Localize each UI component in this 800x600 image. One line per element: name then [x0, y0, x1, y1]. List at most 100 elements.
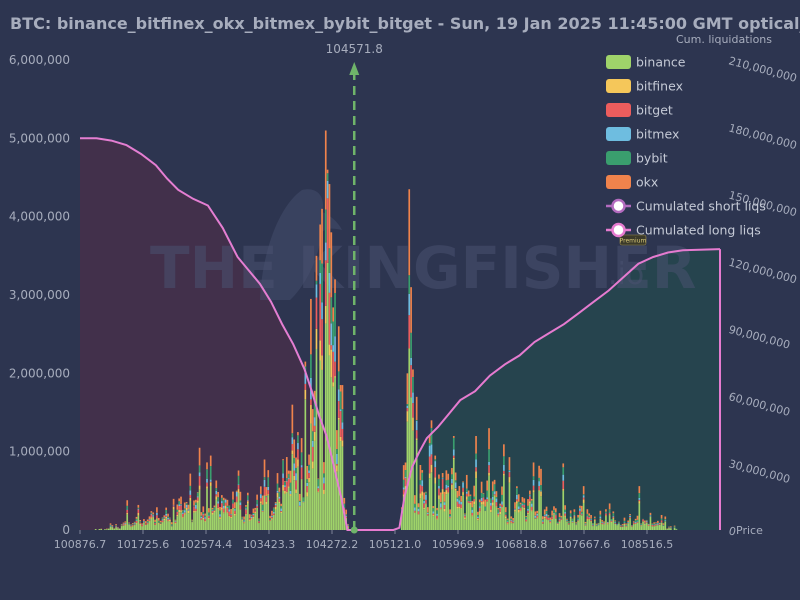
- bar-bitfinex: [540, 491, 542, 497]
- bar-bitmex: [597, 524, 600, 526]
- bar-okx: [462, 481, 464, 483]
- bar-bitfinex: [209, 482, 212, 486]
- bar-bybit: [337, 371, 340, 390]
- bar-bybit: [562, 467, 565, 475]
- bar-bitget: [471, 512, 474, 516]
- bar-bitget: [115, 526, 117, 527]
- bar-bitfinex: [150, 517, 153, 519]
- bar-bitget: [130, 525, 132, 527]
- bar-bitget: [488, 465, 490, 473]
- bar-bitmex: [337, 389, 340, 402]
- bar-bybit: [315, 280, 318, 285]
- legend-item-bitfinex: bitfinex: [606, 79, 683, 94]
- bar-bitmex: [282, 473, 284, 478]
- bar-bitfinex: [139, 523, 142, 525]
- bar-okx: [460, 495, 463, 502]
- bar-bitget: [124, 523, 127, 525]
- bar-bitget: [529, 496, 531, 502]
- bar-binance: [117, 528, 119, 530]
- bar-okx: [467, 490, 470, 497]
- bar-okx: [239, 491, 242, 501]
- bar-bitfinex: [504, 516, 507, 519]
- bar-bitfinex: [465, 496, 468, 500]
- bar-bitget: [306, 486, 309, 493]
- bar-bitget: [278, 498, 281, 502]
- bar-bybit: [208, 512, 210, 516]
- premium-badge: Premium: [620, 234, 647, 246]
- bar-binance: [246, 503, 249, 530]
- bar-bitget: [642, 519, 644, 522]
- bar-bitget: [608, 512, 611, 515]
- bar-binance: [582, 502, 585, 530]
- bar-okx: [195, 499, 197, 503]
- bar-bitget: [625, 525, 628, 527]
- bar-binance: [336, 471, 338, 530]
- bar-binance: [430, 472, 433, 530]
- bar-bybit: [597, 523, 600, 525]
- bar-bybit: [109, 524, 112, 526]
- bar-binance: [645, 522, 648, 530]
- bar-bitfinex: [536, 517, 539, 519]
- bar-bitmex: [293, 463, 296, 471]
- bar-bitfinex: [464, 517, 466, 520]
- bar-binance: [451, 489, 453, 530]
- bar-binance: [256, 507, 258, 530]
- bar-bybit: [556, 521, 559, 523]
- bar-okx: [146, 519, 149, 522]
- bar-okx: [211, 507, 214, 510]
- bar-bitget: [183, 512, 186, 514]
- bar-bitget: [148, 520, 151, 521]
- bar-binance: [195, 511, 197, 530]
- bar-bitget: [434, 467, 437, 478]
- bar-bybit: [605, 511, 607, 514]
- bar-bitmex: [182, 512, 184, 514]
- bar-binance: [169, 521, 171, 530]
- bar-bitget: [525, 519, 527, 522]
- bar-binance: [332, 386, 335, 530]
- bar-binance: [668, 528, 670, 530]
- bar-bitmex: [261, 510, 264, 511]
- bar-bitmex: [490, 502, 492, 506]
- bar-bitfinex: [230, 516, 232, 519]
- bar-bitmex: [579, 508, 581, 511]
- bar-bybit: [527, 505, 529, 509]
- bar-bitget: [445, 488, 448, 491]
- bar-binance: [503, 475, 505, 530]
- bar-bitfinex: [436, 518, 438, 520]
- bar-binance: [248, 521, 251, 530]
- bar-bitget: [193, 506, 195, 511]
- bar-okx: [655, 522, 657, 524]
- bar-binance: [597, 525, 600, 530]
- bar-okx: [575, 522, 578, 524]
- bar-bitmex: [426, 512, 429, 515]
- bar-okx: [465, 474, 468, 489]
- bar-okx: [246, 492, 249, 496]
- bar-binance: [462, 495, 464, 530]
- bar-bitget: [580, 514, 583, 516]
- bar-okx: [605, 509, 607, 512]
- bar-bitmex: [152, 515, 155, 517]
- bar-binance: [412, 430, 414, 530]
- bar-okx: [189, 473, 192, 486]
- bar-binance: [272, 515, 275, 530]
- bar-bitget: [582, 497, 585, 500]
- bar-bitfinex: [451, 484, 453, 490]
- bar-okx: [144, 521, 147, 524]
- bar-binance: [163, 520, 166, 530]
- bar-bybit: [438, 478, 440, 487]
- bar-okx: [562, 463, 565, 468]
- bar-bitget: [291, 444, 294, 451]
- bar-bitmex: [276, 491, 279, 493]
- bar-binance: [577, 521, 579, 530]
- bar-bitmex: [302, 501, 305, 503]
- bar-bitfinex: [495, 506, 498, 508]
- bar-okx: [406, 373, 409, 405]
- bar-bybit: [521, 501, 524, 505]
- bar-bitget: [573, 515, 576, 517]
- bar-bitget: [432, 513, 435, 516]
- bar-bitget: [263, 486, 266, 496]
- bar-bitget: [426, 514, 429, 516]
- bar-binance: [98, 529, 101, 530]
- bar-bybit: [545, 511, 548, 514]
- bar-okx: [226, 499, 229, 506]
